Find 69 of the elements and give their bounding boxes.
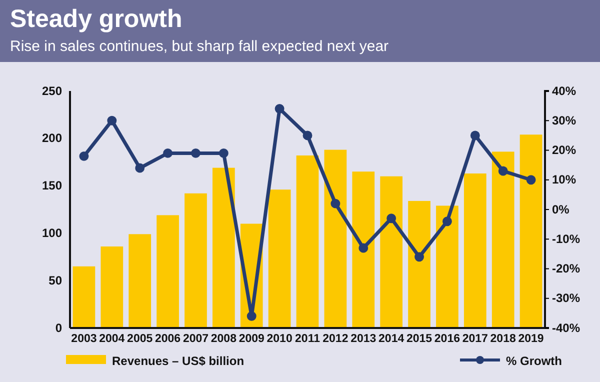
point [135, 163, 145, 173]
x-tick-label: 2014 [378, 333, 405, 346]
point [386, 214, 396, 224]
y2-tick-label: 30% [552, 113, 576, 128]
bar [464, 173, 486, 328]
bar [352, 172, 375, 328]
x-tick-label: 2016 [434, 333, 460, 346]
y-tick-label: 100 [42, 226, 62, 240]
point [163, 148, 173, 158]
y-tick-label: 50 [48, 273, 62, 288]
bar [324, 150, 347, 328]
legend-label: % Growth [506, 354, 562, 368]
x-tick-label: 2008 [210, 333, 238, 346]
point [330, 198, 340, 208]
bar [520, 134, 542, 328]
x-tick-label: 2015 [406, 333, 433, 346]
point [302, 130, 312, 140]
bar [156, 215, 179, 328]
point [526, 175, 536, 185]
x-tick-label: 2017 [462, 333, 488, 346]
point [414, 252, 424, 262]
point [274, 104, 284, 114]
x-tick-label: 2018 [490, 333, 516, 346]
point [442, 216, 452, 226]
legend-label: Revenues – US$ billion [112, 354, 244, 368]
point [79, 151, 89, 161]
bar [296, 155, 319, 328]
point [498, 166, 508, 176]
point [358, 243, 368, 253]
bar [184, 193, 207, 328]
bar [492, 152, 514, 328]
y2-tick-label: -10% [552, 232, 580, 246]
x-tick-label: 2003 [71, 333, 97, 346]
x-tick-label: 2011 [295, 333, 321, 346]
x-tick-label: 2007 [182, 333, 209, 346]
bar [436, 206, 458, 328]
bar [212, 168, 235, 328]
y-tick-label: 250 [42, 84, 62, 98]
y2-tick-label: 0% [552, 202, 570, 216]
x-tick-label: 2012 [322, 333, 348, 346]
bar [408, 200, 430, 328]
y-tick-label: 200 [42, 131, 62, 146]
bar [128, 234, 152, 328]
point [470, 130, 480, 140]
y2-tick-label: -40% [552, 320, 580, 335]
bar [380, 176, 402, 328]
x-tick-label: 2010 [266, 333, 292, 346]
y2-tick-label: 10% [552, 172, 576, 187]
x-tick-label: 2005 [127, 333, 154, 346]
x-tick-label: 2004 [99, 333, 126, 346]
x-tick-label: 2013 [350, 333, 376, 346]
y2-tick-label: 20% [552, 143, 576, 158]
chart-subtitle: Rise in sales continues, but sharp fall expected next year [10, 38, 389, 55]
point [218, 148, 228, 158]
point [191, 148, 200, 158]
point [107, 116, 117, 126]
bar [100, 246, 124, 328]
bar [72, 266, 96, 328]
y2-tick-label: -20% [552, 262, 580, 276]
bar [268, 190, 291, 328]
chart-title: Steady growth [10, 5, 182, 33]
x-tick-label: 2019 [518, 333, 544, 346]
y-tick-label: 150 [42, 178, 62, 193]
y2-tick-label: -30% [552, 291, 580, 306]
point [246, 311, 256, 321]
x-tick-label: 2009 [238, 333, 264, 346]
x-tick-label: 2006 [154, 333, 181, 346]
y2-tick-label: 40% [552, 84, 576, 98]
y-tick-label: 0 [55, 320, 62, 335]
